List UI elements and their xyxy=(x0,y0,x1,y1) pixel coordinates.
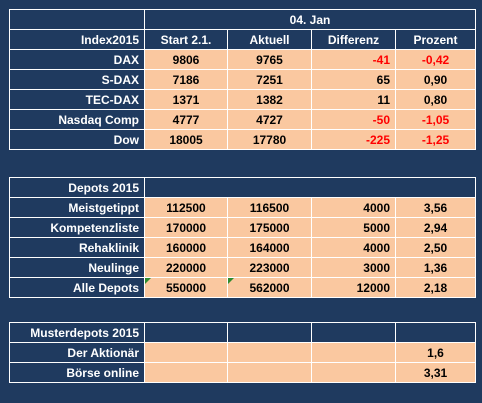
start-cell[interactable] xyxy=(144,342,228,363)
row-label-cell[interactable]: Der Aktionär xyxy=(9,342,145,363)
musterdepots-table: Musterdepots 2015 Der Aktionär 1,6 Börse… xyxy=(9,322,476,383)
prozent-cell[interactable]: 0,80 xyxy=(394,89,477,110)
differenz-cell[interactable]: 65 xyxy=(311,69,396,90)
aktuell-cell-commented[interactable]: 562000 xyxy=(227,277,312,298)
differenz-cell[interactable]: 4000 xyxy=(311,237,396,258)
differenz-cell[interactable]: 11 xyxy=(311,89,396,110)
row-label-cell[interactable]: Nasdaq Comp xyxy=(9,109,145,130)
date-header-cell[interactable]: 04. Jan xyxy=(143,9,477,30)
aktuell-cell[interactable]: 9765 xyxy=(227,49,312,70)
aktuell-cell[interactable]: 1382 xyxy=(227,89,312,110)
col-header-aktuell[interactable]: Aktuell xyxy=(227,29,312,50)
row-label-cell[interactable]: Alle Depots xyxy=(9,277,145,298)
prozent-cell[interactable]: -0,42 xyxy=(394,49,477,70)
table-row: TEC-DAX 1371 1382 11 0,80 xyxy=(9,89,477,110)
differenz-cell[interactable]: 3000 xyxy=(311,257,396,278)
differenz-cell[interactable] xyxy=(311,342,396,363)
start-cell-commented[interactable]: 550000 xyxy=(144,277,228,298)
prozent-cell[interactable]: 2,94 xyxy=(395,217,476,238)
aktuell-cell[interactable]: 17780 xyxy=(227,129,312,150)
table-row: Kompetenzliste 170000 175000 5000 2,94 xyxy=(9,217,476,238)
start-cell[interactable]: 4777 xyxy=(144,109,228,130)
table-row: Neulinge 220000 223000 3000 1,36 xyxy=(9,257,476,278)
depots-title-row: Depots 2015 xyxy=(9,177,476,198)
aktuell-cell[interactable]: 223000 xyxy=(227,257,312,278)
start-cell[interactable]: 160000 xyxy=(144,237,228,258)
aktuell-cell[interactable] xyxy=(227,342,312,363)
blank-cell[interactable] xyxy=(144,177,476,198)
differenz-cell[interactable]: -41 xyxy=(311,49,396,70)
table-row: Dow 18005 17780 -225 -1,25 xyxy=(9,129,477,150)
prozent-cell[interactable]: 1,36 xyxy=(395,257,476,278)
corner-label-cell[interactable]: Index2015 xyxy=(9,29,145,50)
musterdepots-title-row: Musterdepots 2015 xyxy=(9,322,476,343)
blank-cell[interactable] xyxy=(311,322,396,343)
prozent-cell[interactable]: -1,05 xyxy=(394,109,477,130)
col-header-start[interactable]: Start 2.1. xyxy=(144,29,228,50)
row-label-cell[interactable]: TEC-DAX xyxy=(9,89,145,110)
aktuell-cell[interactable]: 116500 xyxy=(227,197,312,218)
aktuell-cell[interactable]: 175000 xyxy=(227,217,312,238)
prozent-cell[interactable]: 2,50 xyxy=(395,237,476,258)
start-cell[interactable]: 9806 xyxy=(144,49,228,70)
prozent-cell[interactable]: 3,56 xyxy=(395,197,476,218)
table-row: Der Aktionär 1,6 xyxy=(9,342,476,363)
row-label-cell[interactable]: Dow xyxy=(9,129,145,150)
table-row: Nasdaq Comp 4777 4727 -50 -1,05 xyxy=(9,109,477,130)
start-cell[interactable]: 7186 xyxy=(144,69,228,90)
row-label-cell[interactable]: Börse online xyxy=(9,362,145,383)
blank-cell[interactable] xyxy=(227,322,312,343)
row-label-cell[interactable]: Meistgetippt xyxy=(9,197,145,218)
prozent-cell[interactable]: 2,18 xyxy=(395,277,476,298)
table-row: Alle Depots 550000 562000 12000 2,18 xyxy=(9,277,476,298)
prozent-cell[interactable]: 1,6 xyxy=(395,342,476,363)
blank-cell[interactable] xyxy=(9,9,145,30)
row-label-cell[interactable]: Neulinge xyxy=(9,257,145,278)
depots-table: Depots 2015 Meistgetippt 112500 116500 4… xyxy=(9,177,476,298)
differenz-cell[interactable]: -50 xyxy=(311,109,396,130)
start-cell[interactable]: 170000 xyxy=(144,217,228,238)
table-row: DAX 9806 9765 -41 -0,42 xyxy=(9,49,477,70)
table-row: Meistgetippt 112500 116500 4000 3,56 xyxy=(9,197,476,218)
prozent-cell[interactable]: 3,31 xyxy=(395,362,476,383)
col-header-prozent[interactable]: Prozent xyxy=(394,29,477,50)
date-header-row: 04. Jan xyxy=(9,9,477,30)
start-cell[interactable]: 18005 xyxy=(144,129,228,150)
differenz-cell[interactable] xyxy=(311,362,396,383)
differenz-cell[interactable]: 12000 xyxy=(311,277,396,298)
differenz-cell[interactable]: 4000 xyxy=(311,197,396,218)
table-row: S-DAX 7186 7251 65 0,90 xyxy=(9,69,477,90)
table-row: Rehaklinik 160000 164000 4000 2,50 xyxy=(9,237,476,258)
musterdepots-title-cell[interactable]: Musterdepots 2015 xyxy=(9,322,145,343)
index-table: 04. Jan Index2015 Start 2.1. Aktuell Dif… xyxy=(9,9,477,150)
row-label-cell[interactable]: Kompetenzliste xyxy=(9,217,145,238)
blank-cell[interactable] xyxy=(395,322,476,343)
row-label-cell[interactable]: S-DAX xyxy=(9,69,145,90)
aktuell-cell[interactable]: 7251 xyxy=(227,69,312,90)
start-cell[interactable] xyxy=(144,362,228,383)
row-label-cell[interactable]: DAX xyxy=(9,49,145,70)
blank-cell[interactable] xyxy=(144,322,228,343)
start-cell[interactable]: 1371 xyxy=(144,89,228,110)
prozent-cell[interactable]: 0,90 xyxy=(394,69,477,90)
row-label-cell[interactable]: Rehaklinik xyxy=(9,237,145,258)
aktuell-cell[interactable] xyxy=(227,362,312,383)
differenz-cell[interactable]: -225 xyxy=(311,129,396,150)
column-header-row: Index2015 Start 2.1. Aktuell Differenz P… xyxy=(9,29,477,50)
prozent-cell[interactable]: -1,25 xyxy=(394,129,477,150)
aktuell-cell[interactable]: 4727 xyxy=(227,109,312,130)
start-cell[interactable]: 112500 xyxy=(144,197,228,218)
differenz-cell[interactable]: 5000 xyxy=(311,217,396,238)
aktuell-cell[interactable]: 164000 xyxy=(227,237,312,258)
col-header-differenz[interactable]: Differenz xyxy=(311,29,396,50)
table-row: Börse online 3,31 xyxy=(9,362,476,383)
start-cell[interactable]: 220000 xyxy=(144,257,228,278)
depots-title-cell[interactable]: Depots 2015 xyxy=(9,177,145,198)
